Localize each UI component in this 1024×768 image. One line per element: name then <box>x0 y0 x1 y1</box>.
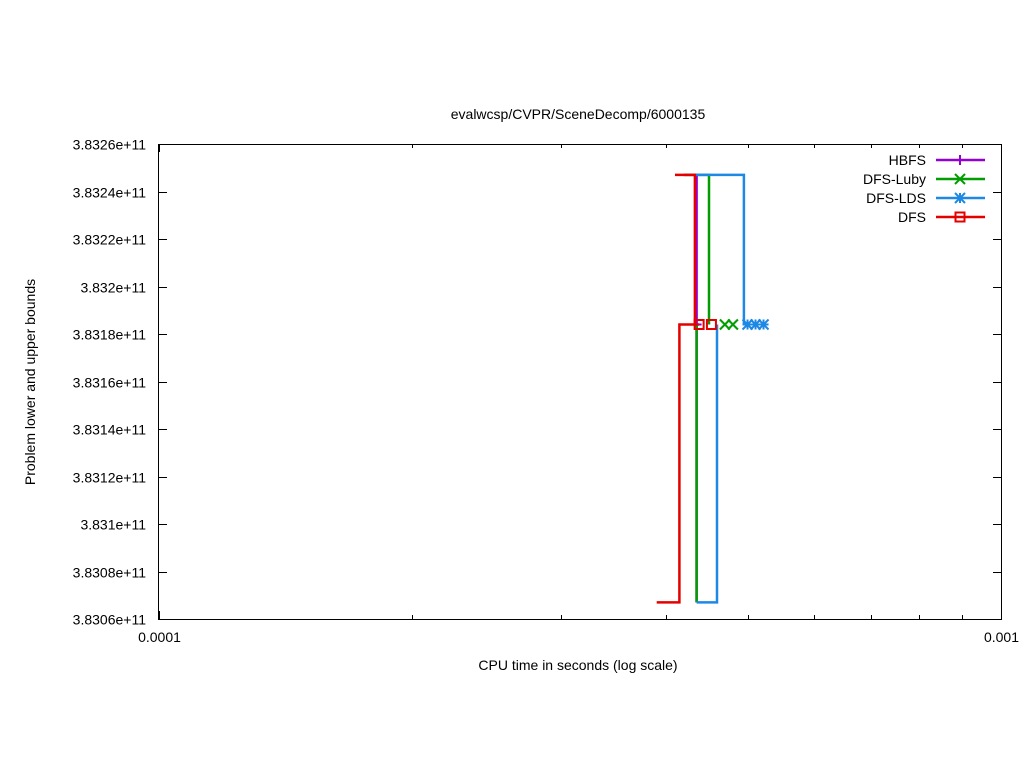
legend: HBFS DFS-Luby DFS-LDS DFS <box>863 152 985 225</box>
series-marker <box>705 319 717 330</box>
legend-item-dfs: DFS <box>898 209 985 225</box>
y-tick-label: 3.832e+11 <box>80 280 146 296</box>
legend-label: DFS <box>898 209 926 225</box>
series-dfs-lds <box>683 173 770 604</box>
series-marker <box>727 318 739 331</box>
y-tick-label: 3.8316e+11 <box>73 375 147 391</box>
chart-title: evalwcsp/CVPR/SceneDecomp/6000135 <box>451 106 706 122</box>
series-marker <box>693 319 705 330</box>
y-tick-label: 3.8312e+11 <box>73 470 147 486</box>
y-tick-label: 3.8306e+11 <box>73 612 147 628</box>
y-tick-label: 3.8326e+11 <box>73 137 147 153</box>
legend-marker <box>954 192 966 204</box>
y-tick-label: 3.8314e+11 <box>73 422 147 438</box>
legend-item-dfs-lds: DFS-LDS <box>866 190 985 206</box>
series-marker <box>757 318 770 331</box>
legend-label: DFS-Luby <box>863 171 926 187</box>
legend-label: HBFS <box>889 152 926 168</box>
legend-marker <box>954 211 966 223</box>
legend-item-dfs-luby: DFS-Luby <box>863 171 985 187</box>
legend-label: DFS-LDS <box>866 190 926 206</box>
series-upper-bound-line <box>675 173 697 325</box>
x-axis: 0.0001 0.001 <box>138 144 1019 645</box>
legend-marker <box>954 173 966 185</box>
y-tick-label: 3.8308e+11 <box>73 565 147 581</box>
y-axis: 3.8306e+11 3.8308e+11 3.831e+11 3.8312e+11 3… <box>73 137 1001 628</box>
x-tick-label: 0.001 <box>984 629 1019 645</box>
legend-marker <box>955 155 965 165</box>
y-tick-label: 3.831e+11 <box>80 517 146 533</box>
x-axis-label: CPU time in seconds (log scale) <box>478 657 677 673</box>
series-lower-bound-line <box>656 323 700 604</box>
y-tick-label: 3.8324e+11 <box>73 185 147 201</box>
x-tick-label: 0.0001 <box>138 629 181 645</box>
y-tick-label: 3.8318e+11 <box>73 327 147 343</box>
plot-area-frame <box>158 144 1002 620</box>
series-dfs-luby <box>683 173 739 603</box>
legend-item-hbfs: HBFS <box>889 152 985 168</box>
y-tick-label: 3.8322e+11 <box>73 232 147 248</box>
series-dfs <box>656 173 717 604</box>
series-upper-bound-line <box>683 173 746 325</box>
series-layer <box>656 173 770 604</box>
series-lower-bound-line <box>696 324 719 604</box>
y-axis-label: Problem lower and upper bounds <box>22 279 38 485</box>
